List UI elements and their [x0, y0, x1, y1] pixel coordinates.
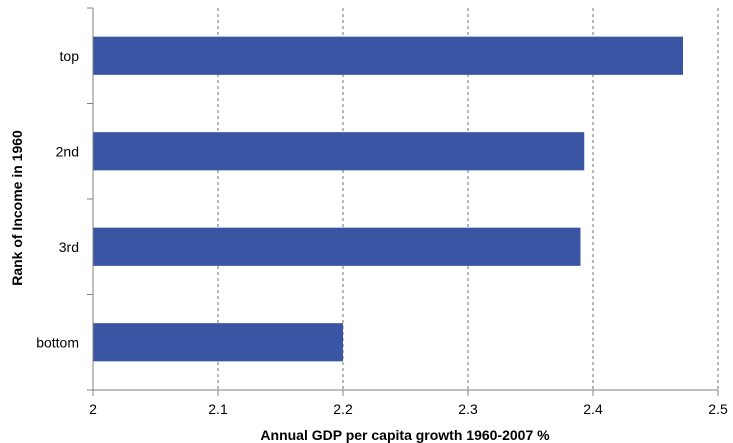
bar-3rd [93, 227, 581, 266]
bar-2nd [93, 132, 585, 171]
x-tick-label: 2.4 [583, 401, 603, 417]
x-tick-label: 2.2 [333, 401, 353, 417]
y-axis-title: Rank of Income in 1960 [9, 130, 25, 286]
bars [93, 36, 683, 362]
x-tick-label: 2.3 [458, 401, 478, 417]
y-tick-label: top [60, 48, 80, 64]
y-tick-labels: top 2nd 3rd bottom [36, 48, 79, 351]
bar-top [93, 36, 683, 75]
x-axis-title: Annual GDP per capita growth 1960-2007 % [260, 427, 550, 443]
x-tick-label: 2 [89, 401, 97, 417]
y-tick-label: 3rd [59, 239, 79, 255]
y-tick-label: 2nd [56, 143, 79, 159]
x-tick-label: 2.1 [208, 401, 228, 417]
bar-bottom [93, 323, 343, 362]
y-tick-label: bottom [36, 334, 79, 350]
x-tick-label: 2.5 [708, 401, 728, 417]
y-axis-ticks [87, 7, 719, 396]
x-tick-labels: 2 2.1 2.2 2.3 2.4 2.5 [89, 401, 728, 417]
